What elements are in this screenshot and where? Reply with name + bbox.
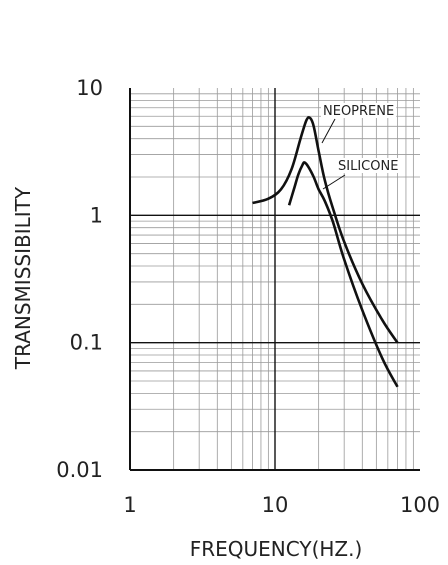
x-tick-label: 100 [400, 493, 440, 517]
y-tick-label: 1 [90, 203, 103, 227]
silicone-label-background [336, 158, 401, 173]
y-axis-title: TRANSMISSIBILITY [11, 186, 35, 370]
x-axis-title: FREQUENCY(HZ.) [190, 537, 363, 561]
y-tick-label: 10 [76, 76, 103, 100]
silicone-label: SILICONE [338, 159, 398, 174]
major-gridlines [130, 88, 420, 470]
series-lines [252, 116, 399, 388]
x-tick-label: 10 [262, 493, 289, 517]
series-labels: NEOPRENE SILICONE [321, 103, 401, 190]
plot-frame [129, 88, 420, 471]
series-line-neoprene [252, 116, 399, 344]
silicone-leader-line [322, 174, 346, 190]
neoprene-label: NEOPRENE [323, 104, 394, 119]
y-tick-label: 0.01 [56, 458, 103, 482]
series-line-silicone [287, 161, 399, 388]
tick-labels: 1 10 100 10 1 0.1 0.01 [56, 76, 440, 517]
y-tick-label: 0.1 [70, 331, 103, 355]
neoprene-leader-line [321, 118, 336, 144]
neoprene-label-background [321, 103, 397, 118]
x-tick-label: 1 [123, 493, 136, 517]
